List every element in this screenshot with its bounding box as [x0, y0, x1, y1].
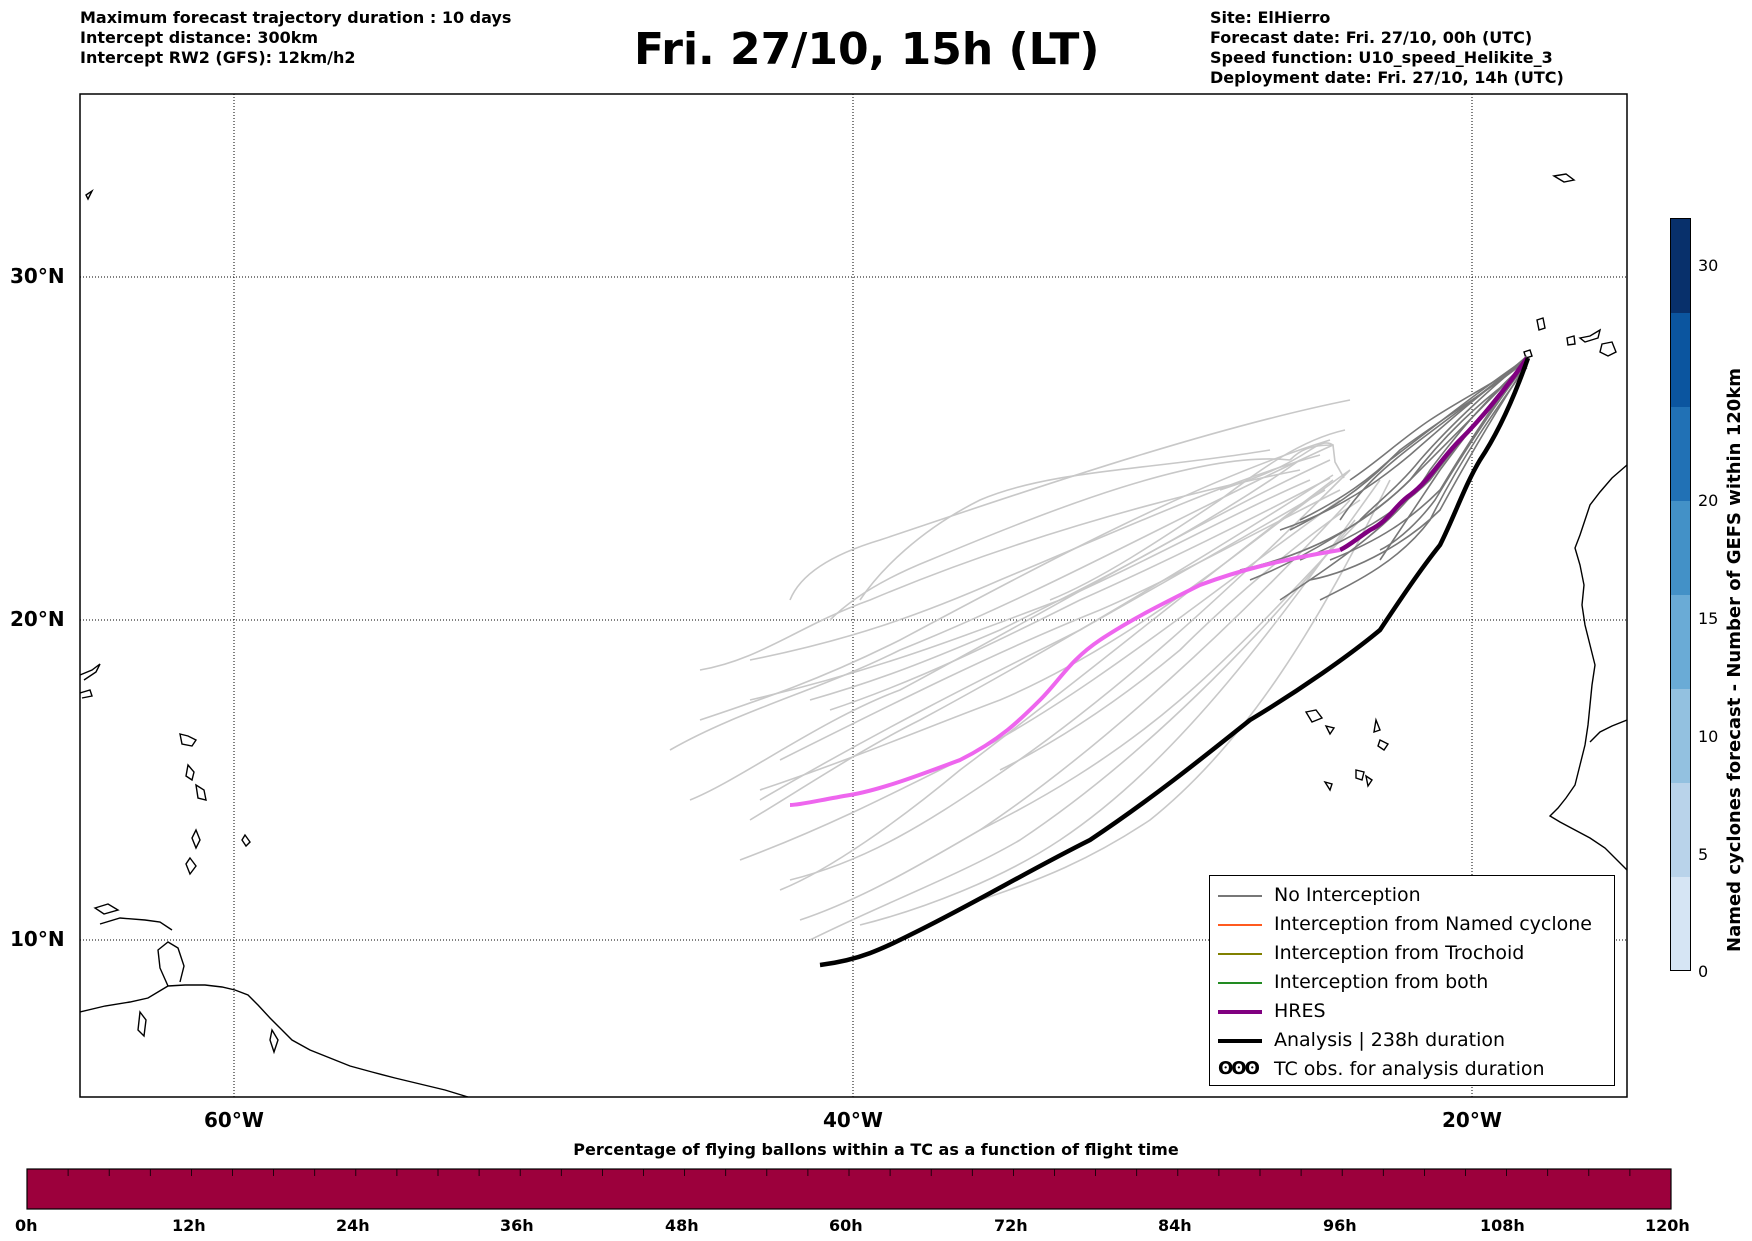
- legend-item-both: Interception from both: [1210, 969, 1614, 997]
- legend-label: TC obs. for analysis duration: [1274, 1058, 1545, 1080]
- colorbar-segment: [1670, 218, 1691, 313]
- colorbar-tick: 10: [1698, 727, 1719, 746]
- map-frame: [79, 93, 1628, 1098]
- legend-swatch: [1218, 982, 1262, 984]
- colorbar-tick: 30: [1698, 256, 1719, 275]
- colorbar-segment: [1670, 688, 1691, 783]
- legend-swatch: [1218, 953, 1262, 955]
- bar-tick-label: 0h: [15, 1216, 38, 1235]
- tc-symbol-icon: ʘʘʘ: [1218, 1058, 1260, 1079]
- bar-tick-label: 60h: [829, 1216, 863, 1235]
- legend-item-hres: HRES: [1210, 998, 1614, 1026]
- legend-label: HRES: [1274, 1000, 1326, 1022]
- header-left-line: Intercept RW2 (GFS): 12km/h2: [80, 48, 356, 67]
- lat-label: 10°N: [10, 927, 65, 951]
- lon-label: 40°W: [823, 1108, 883, 1132]
- bar-tick-label: 72h: [994, 1216, 1028, 1235]
- legend-item-tc-obs: ʘʘʘ TC obs. for analysis duration: [1210, 1056, 1614, 1084]
- header-right-info: Site: ElHierro Forecast date: Fri. 27/10…: [1210, 8, 1564, 88]
- colorbar-segment: [1670, 594, 1691, 689]
- map-gridlines: [80, 94, 1627, 1097]
- legend-swatch: [1218, 895, 1262, 897]
- bar-tick-label: 36h: [500, 1216, 534, 1235]
- cyclone-colorbar: [1670, 218, 1691, 971]
- bar-tick-label: 48h: [665, 1216, 699, 1235]
- legend-label: Interception from both: [1274, 971, 1489, 993]
- lat-label: 30°N: [10, 264, 65, 288]
- lat-label: 20°N: [10, 607, 65, 631]
- flight-time-bar: [26, 1168, 1672, 1210]
- page-title: Fri. 27/10, 15h (LT): [634, 24, 1100, 75]
- legend-swatch: [1218, 1010, 1262, 1014]
- legend-item-analysis: Analysis | 238h duration: [1210, 1027, 1614, 1055]
- legend-item-named-cyclone: Interception from Named cyclone: [1210, 911, 1614, 939]
- colorbar-segment: [1670, 782, 1691, 877]
- hres-trajectory-late: [789, 548, 1341, 807]
- legend-label: Analysis | 238h duration: [1274, 1029, 1506, 1051]
- header-right-line: Deployment date: Fri. 27/10, 14h (UTC): [1210, 68, 1564, 87]
- legend-item-no-interception: No Interception: [1210, 882, 1614, 910]
- legend-label: No Interception: [1274, 884, 1421, 906]
- header-right-line: Site: ElHierro: [1210, 8, 1331, 27]
- header-right-line: Forecast date: Fri. 27/10, 00h (UTC): [1210, 28, 1533, 47]
- header-left-line: Maximum forecast trajectory duration : 1…: [80, 8, 512, 27]
- colorbar-segment: [1670, 500, 1691, 595]
- colorbar-segment: [1670, 312, 1691, 407]
- colorbar-tick: 20: [1698, 491, 1719, 510]
- hres-trajectory: [1338, 356, 1529, 553]
- lon-label: 20°W: [1442, 1108, 1502, 1132]
- legend-label: Interception from Named cyclone: [1274, 913, 1592, 935]
- colorbar-tick: 15: [1698, 609, 1719, 628]
- bar-tick-label: 108h: [1480, 1216, 1525, 1235]
- header-right-line: Speed function: U10_speed_Helikite_3: [1210, 48, 1553, 67]
- colorbar-tick: 5: [1698, 845, 1709, 864]
- lon-label: 60°W: [204, 1108, 264, 1132]
- bar-tick-label: 84h: [1158, 1216, 1192, 1235]
- header-left-info: Maximum forecast trajectory duration : 1…: [80, 8, 511, 68]
- bar-tick-label: 24h: [336, 1216, 370, 1235]
- legend-swatch: [1218, 1039, 1262, 1043]
- bar-tick-label: 120h: [1645, 1216, 1690, 1235]
- bar-tick-label: 12h: [172, 1216, 206, 1235]
- ensemble-trajectories-no-interception: [1239, 355, 1529, 601]
- legend-swatch: [1218, 924, 1262, 926]
- colorbar-tick: 0: [1698, 962, 1709, 981]
- analysis-trajectory: [819, 357, 1531, 968]
- legend-item-trochoid: Interception from Trochoid: [1210, 940, 1614, 968]
- bar-tick-label: 96h: [1323, 1216, 1357, 1235]
- bottom-bar-title: Percentage of flying ballons within a TC…: [573, 1140, 1179, 1159]
- colorbar-segment: [1670, 406, 1691, 501]
- coastline: [80, 173, 1627, 1097]
- colorbar-segment: [1670, 876, 1691, 971]
- colorbar-title: Named cyclones forecast - Number of GEFS…: [1724, 367, 1745, 952]
- legend-label: Interception from Trochoid: [1274, 942, 1525, 964]
- map-legend: No Interception Interception from Named …: [1209, 875, 1615, 1086]
- header-left-line: Intercept distance: 300km: [80, 28, 319, 47]
